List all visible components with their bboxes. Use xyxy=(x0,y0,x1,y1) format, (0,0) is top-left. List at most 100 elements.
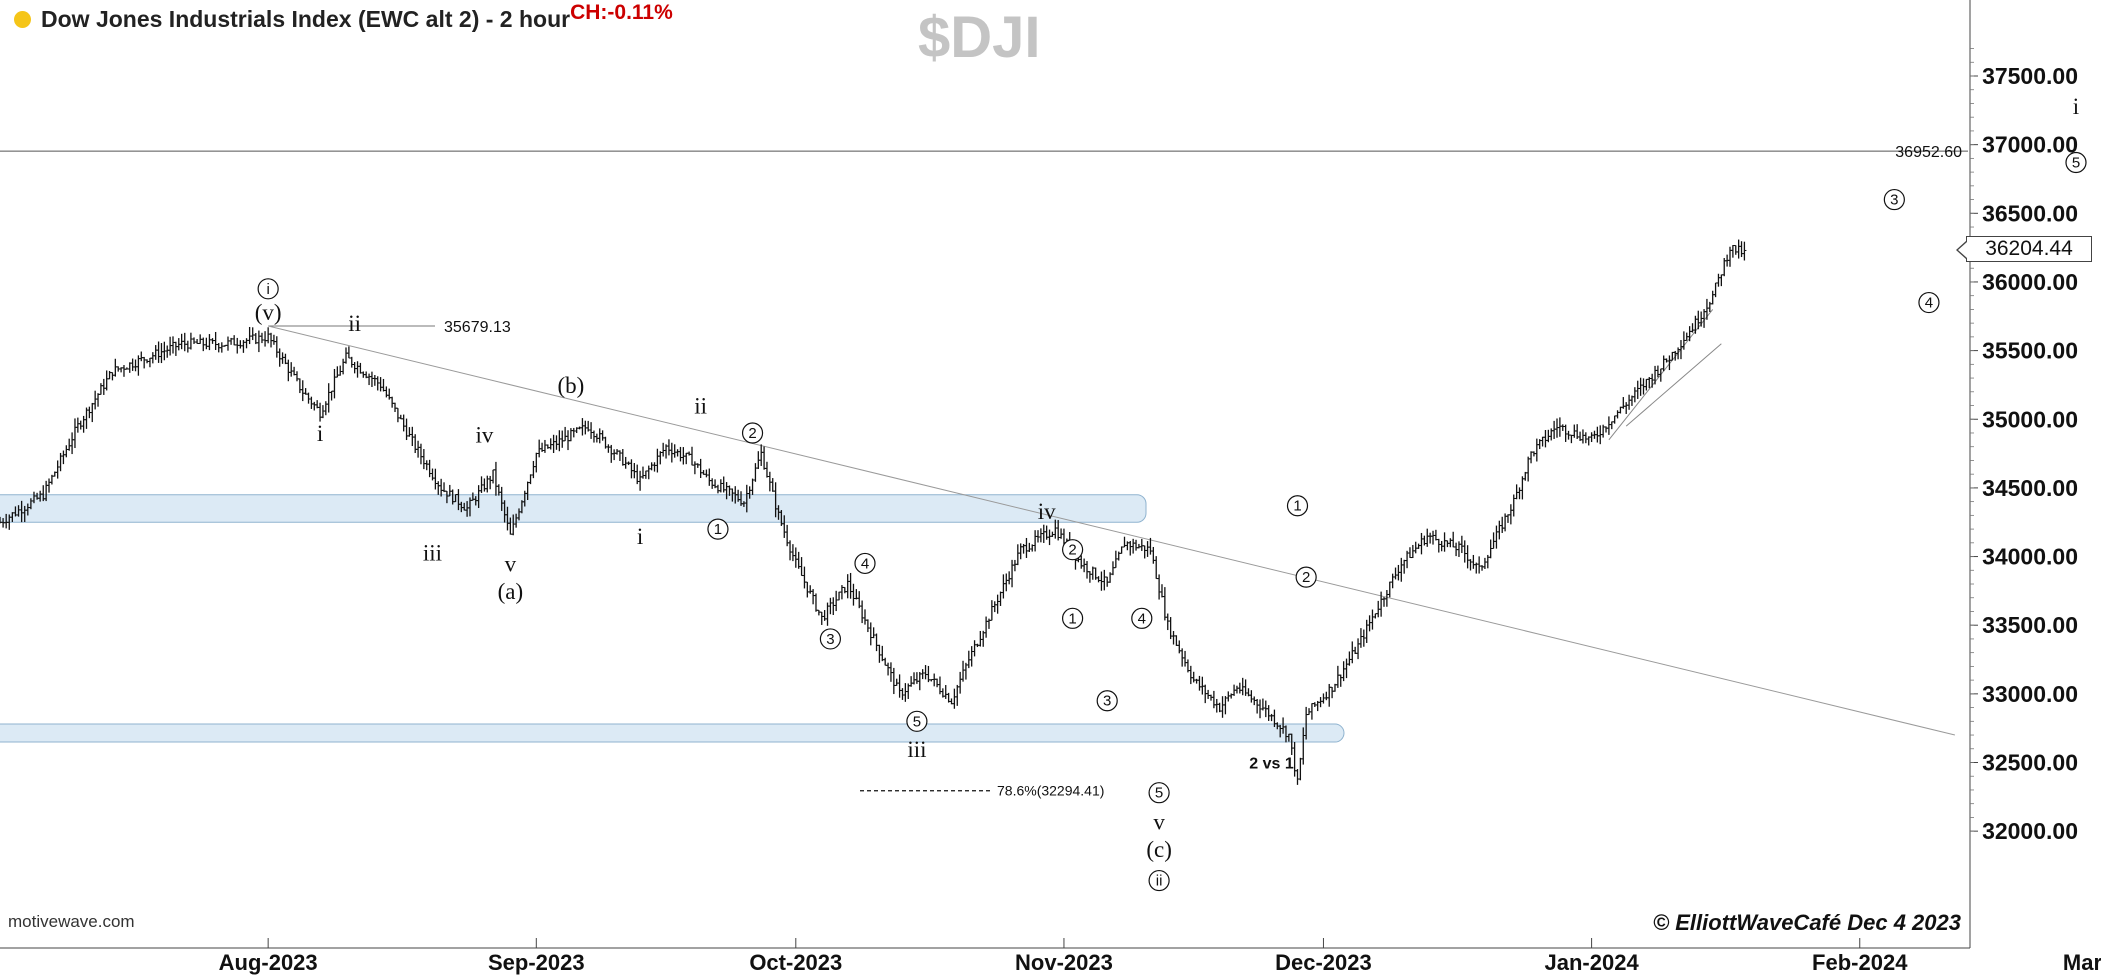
price-bar xyxy=(1001,574,1006,599)
wave-text: v xyxy=(1153,810,1165,835)
price-bar xyxy=(1110,561,1115,576)
wave-text: i xyxy=(637,524,643,549)
price-bar xyxy=(1350,641,1355,664)
price-bar xyxy=(1560,424,1565,431)
price-bar xyxy=(534,452,539,473)
price-bar xyxy=(695,463,700,468)
price-bar xyxy=(640,466,645,479)
price-bar xyxy=(612,449,617,461)
site-credit[interactable]: motivewave.com xyxy=(8,912,135,931)
price-bar xyxy=(1131,538,1136,554)
price-bar xyxy=(1324,691,1329,701)
price-bar xyxy=(1624,402,1629,414)
wave-circle xyxy=(1096,690,1118,712)
price-bar xyxy=(1580,429,1585,444)
price-bar xyxy=(263,331,268,347)
wave-text: 2 xyxy=(748,425,756,442)
y-tick-label: 33000.00 xyxy=(1982,681,2078,707)
price-bar xyxy=(127,362,132,373)
price-bar xyxy=(638,470,643,491)
wave-text: 5 xyxy=(913,713,921,730)
price-bar xyxy=(1214,698,1219,713)
price-bar xyxy=(1632,387,1637,403)
price-bar xyxy=(1716,273,1721,287)
price-bar xyxy=(1699,311,1704,327)
price-bar xyxy=(1157,574,1162,600)
price-bar xyxy=(1356,638,1361,660)
price-bar xyxy=(78,420,83,430)
wave-label-i: i xyxy=(2073,94,2079,119)
price-bar xyxy=(372,375,377,386)
price-bar xyxy=(1036,530,1040,543)
price-bar xyxy=(1517,487,1522,500)
wave-text: 3 xyxy=(826,631,834,648)
price-bar xyxy=(1710,290,1715,305)
wave-text: 5 xyxy=(1155,785,1163,802)
wave-label-iv: iv xyxy=(475,422,493,447)
y-tick-label: 36000.00 xyxy=(1982,269,2078,295)
price-bar xyxy=(1171,631,1176,645)
price-bar xyxy=(1606,416,1611,435)
price-bar xyxy=(1384,590,1389,607)
price-bar xyxy=(1390,573,1395,589)
wave-label-4: 4 xyxy=(1131,607,1153,629)
price-bar xyxy=(1511,494,1516,517)
price-bar xyxy=(485,475,490,493)
wave-label-5: 5 xyxy=(2065,151,2087,174)
price-bar xyxy=(436,481,441,495)
price-bar xyxy=(250,327,255,341)
price-bar xyxy=(666,439,671,456)
price-bar xyxy=(70,432,75,455)
wave-label-4: 4 xyxy=(1918,291,1940,314)
price-bar xyxy=(1183,650,1188,667)
y-tick-label: 35000.00 xyxy=(1982,406,2078,432)
price-bar xyxy=(969,646,974,667)
price-bar xyxy=(188,332,193,350)
chart-title: Dow Jones Industrials Index (EWC alt 2) … xyxy=(41,5,571,32)
wave-label-1: 1 xyxy=(1061,607,1084,629)
price-bar xyxy=(1555,418,1559,438)
wave-circle xyxy=(257,278,279,300)
price-bar xyxy=(1399,557,1404,582)
price-bar xyxy=(871,627,876,639)
price-bar xyxy=(358,362,363,374)
price-bar xyxy=(793,547,798,568)
price-bar xyxy=(1505,514,1510,523)
price-bar xyxy=(868,622,873,646)
wave-label-v: v xyxy=(505,551,517,576)
wave-text: 4 xyxy=(1138,610,1146,627)
price-bar xyxy=(961,660,966,682)
price-bar xyxy=(912,672,917,685)
price-bar xyxy=(932,673,937,687)
price-bar xyxy=(1445,540,1450,548)
price-bar xyxy=(917,672,922,691)
price-bar xyxy=(1234,685,1239,694)
wave-circle xyxy=(707,518,729,540)
price-bar xyxy=(1174,635,1179,646)
x-tick-label: Oct-2023 xyxy=(749,950,842,975)
price-bar xyxy=(606,444,611,453)
price-bar xyxy=(1604,426,1609,433)
price-bar xyxy=(1018,543,1023,560)
price-bar xyxy=(649,462,654,471)
price-bar xyxy=(1047,529,1052,546)
wave-label-ii: ii xyxy=(348,311,361,336)
wave-text: iv xyxy=(1038,499,1056,524)
wave-text: i xyxy=(317,421,323,446)
price-bar xyxy=(72,418,77,449)
price-bar xyxy=(1015,544,1020,566)
wave-label-iii: iii xyxy=(907,737,926,762)
y-tick-label: 32000.00 xyxy=(1982,818,2078,844)
price-bar xyxy=(401,414,406,432)
price-bar xyxy=(1459,535,1464,554)
price-bar xyxy=(204,337,209,350)
price-bar xyxy=(433,468,438,490)
price-bar xyxy=(326,383,331,413)
y-tick-label: 37500.00 xyxy=(1982,63,2078,89)
price-bar xyxy=(557,430,562,452)
price-bar xyxy=(98,383,103,395)
price-bar xyxy=(289,362,294,377)
price-bar xyxy=(819,611,824,625)
